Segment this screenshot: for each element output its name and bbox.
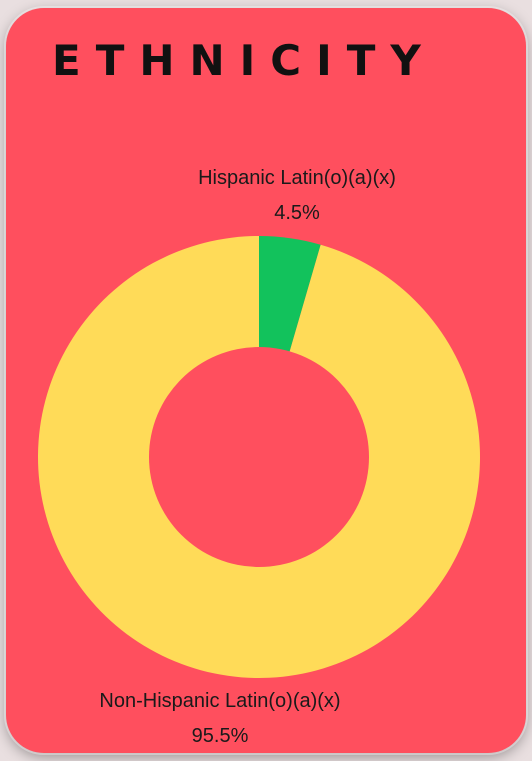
chart-title: ETHNICITY <box>52 36 436 85</box>
slice-value-non-hispanic: 95.5% <box>191 725 249 747</box>
slice-label-hispanic: Hispanic Latin(o)(a)(x) <box>198 167 396 189</box>
slice-label-non-hispanic: Non-Hispanic Latin(o)(a)(x) <box>99 690 341 712</box>
slice-value-hispanic: 4.5% <box>274 202 320 224</box>
donut-hole <box>149 347 369 567</box>
